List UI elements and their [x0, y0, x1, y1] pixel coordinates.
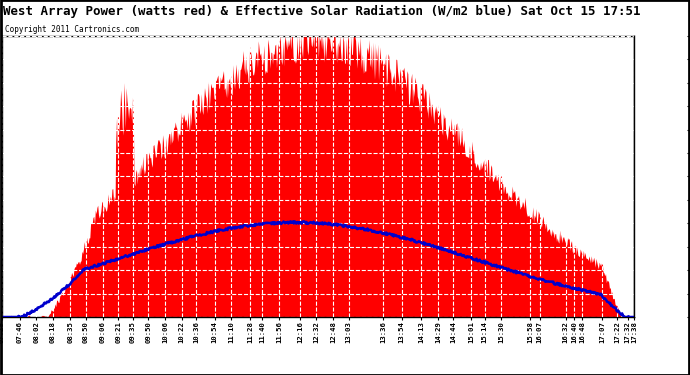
- Text: Copyright 2011 Cartronics.com: Copyright 2011 Cartronics.com: [5, 24, 139, 33]
- Text: West Array Power (watts red) & Effective Solar Radiation (W/m2 blue) Sat Oct 15 : West Array Power (watts red) & Effective…: [3, 4, 641, 18]
